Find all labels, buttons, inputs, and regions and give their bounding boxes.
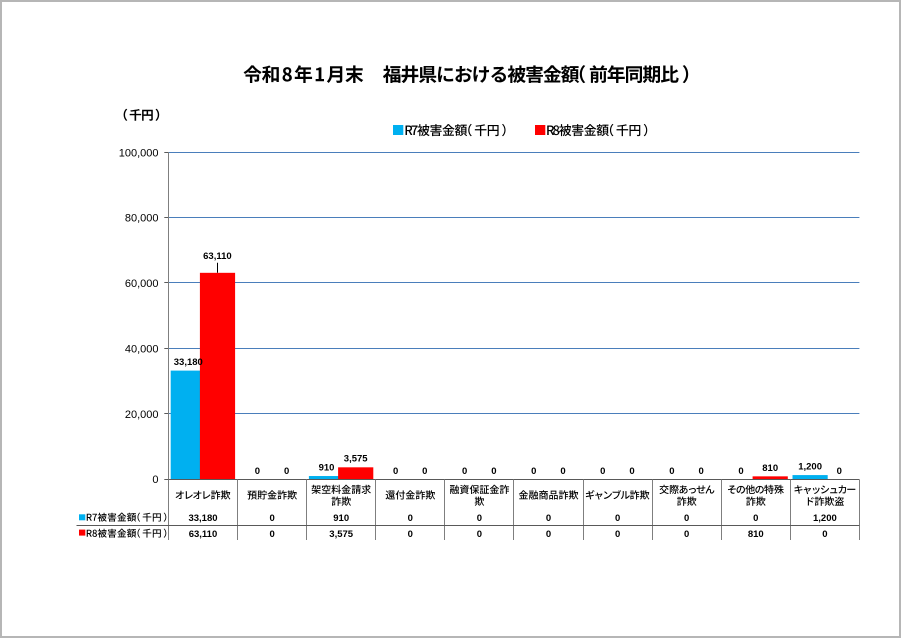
svg-text:0: 0 — [698, 466, 703, 477]
svg-text:0: 0 — [255, 466, 260, 477]
svg-text:0: 0 — [546, 529, 551, 540]
svg-text:80,000: 80,000 — [125, 213, 159, 225]
svg-text:0: 0 — [408, 513, 413, 524]
svg-text:0: 0 — [284, 466, 289, 477]
svg-text:63,110: 63,110 — [189, 529, 218, 540]
svg-text:0: 0 — [462, 466, 467, 477]
svg-text:0: 0 — [738, 466, 743, 477]
svg-text:1,200: 1,200 — [813, 513, 837, 524]
svg-text:0: 0 — [753, 513, 758, 524]
svg-text:0: 0 — [560, 466, 565, 477]
svg-text:63,110: 63,110 — [203, 251, 232, 262]
svg-text:0: 0 — [477, 529, 482, 540]
svg-text:0: 0 — [615, 529, 620, 540]
svg-text:0: 0 — [546, 513, 551, 524]
svg-text:33,180: 33,180 — [174, 357, 203, 368]
svg-text:3,575: 3,575 — [344, 454, 368, 465]
svg-text:0: 0 — [600, 466, 605, 477]
svg-text:0: 0 — [491, 466, 496, 477]
svg-text:0: 0 — [393, 466, 398, 477]
svg-text:60,000: 60,000 — [125, 278, 159, 290]
svg-text:0: 0 — [152, 474, 158, 486]
svg-text:1,200: 1,200 — [798, 462, 822, 473]
svg-text:0: 0 — [422, 466, 427, 477]
svg-text:0: 0 — [837, 466, 842, 477]
svg-text:33,180: 33,180 — [188, 513, 217, 524]
svg-text:0: 0 — [822, 529, 827, 540]
svg-text:20,000: 20,000 — [125, 409, 159, 421]
svg-text:0: 0 — [269, 513, 274, 524]
svg-text:0: 0 — [408, 529, 413, 540]
svg-text:0: 0 — [629, 466, 634, 477]
svg-text:0: 0 — [269, 529, 274, 540]
svg-text:0: 0 — [477, 513, 482, 524]
svg-text:40,000: 40,000 — [125, 343, 159, 355]
svg-text:910: 910 — [333, 513, 349, 524]
svg-text:100,000: 100,000 — [119, 147, 159, 159]
svg-text:910: 910 — [319, 462, 335, 473]
svg-text:0: 0 — [615, 513, 620, 524]
svg-text:3,575: 3,575 — [329, 529, 353, 540]
svg-text:0: 0 — [684, 513, 689, 524]
svg-text:810: 810 — [748, 529, 764, 540]
svg-text:0: 0 — [669, 466, 674, 477]
svg-text:0: 0 — [684, 529, 689, 540]
svg-text:0: 0 — [531, 466, 536, 477]
svg-text:810: 810 — [762, 463, 778, 474]
